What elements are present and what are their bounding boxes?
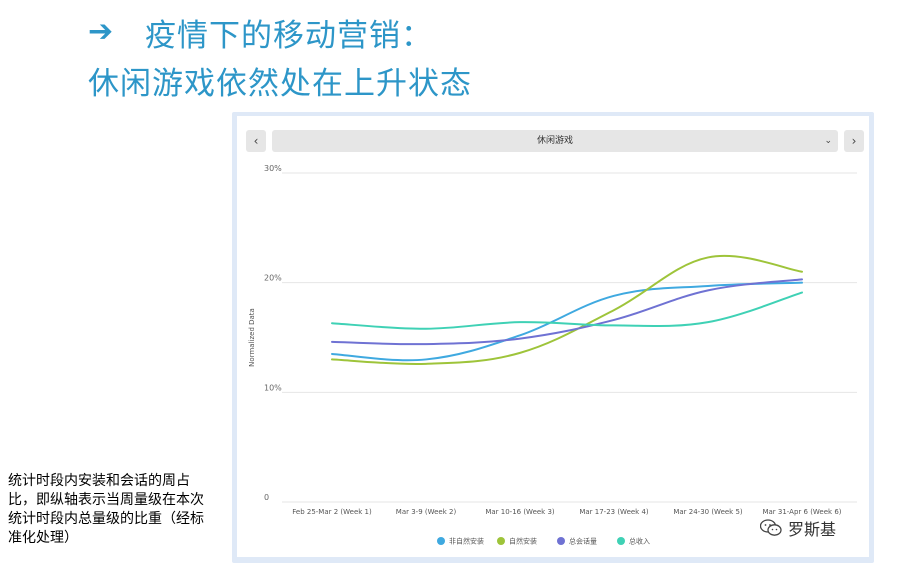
legend-marker	[497, 537, 505, 545]
arrow-icon: ➔	[88, 14, 114, 49]
x-tick-label: Mar 17-23 (Week 4)	[579, 508, 649, 516]
next-button[interactable]: ›	[844, 130, 864, 152]
y-tick-label: 0	[264, 493, 269, 502]
series-line-2	[331, 255, 803, 366]
x-tick-label: Mar 24-30 (Week 5)	[673, 508, 743, 516]
category-dropdown[interactable]: 休闲游戏 ⌄	[272, 130, 838, 152]
wechat-icon	[759, 519, 782, 537]
dropdown-selected-value: 休闲游戏	[536, 136, 573, 146]
chart-panel: ‹ 休闲游戏 ⌄ › 0 10% 20% 30% Normalized Data Feb …	[232, 112, 874, 563]
x-tick-label: Mar 31-Apr 6 (Week 6)	[762, 508, 841, 516]
legend-label: 自然安装	[509, 537, 537, 546]
legend-marker	[557, 537, 565, 545]
previous-button[interactable]: ‹	[246, 130, 266, 152]
slide-title-line-1: 疫情下的移动营销：	[145, 18, 433, 54]
chart-note: 统计时段内安装和会话的周占比，即纵轴表示当周量级在本次统计时段内总量级的比重（经…	[8, 473, 204, 546]
legend-label: 非自然安装	[449, 537, 484, 546]
watermark: 罗斯基	[759, 516, 837, 540]
chevron-down-icon: ⌄	[824, 136, 832, 146]
series-line-4	[331, 291, 803, 330]
series-line-3	[331, 278, 803, 346]
legend-label: 总会话量	[569, 537, 597, 546]
series-line-1	[331, 281, 803, 362]
line-chart: 0 10% 20% 30% Normalized Data Feb 25-Mar 2 (W…	[248, 164, 857, 546]
legend-marker	[437, 537, 445, 545]
x-tick-label: Mar 10-16 (Week 3)	[485, 508, 555, 516]
legend-marker	[617, 537, 625, 545]
x-tick-label: Mar 3-9 (Week 2)	[396, 508, 457, 516]
y-axis-label: Normalized Data	[248, 308, 256, 367]
legend-label: 总收入	[629, 537, 650, 546]
slide-title-line-2: 休闲游戏依然处在上升状态	[88, 66, 472, 102]
x-tick-label: Feb 25-Mar 2 (Week 1)	[292, 508, 372, 516]
y-tick-label: 30%	[264, 164, 282, 173]
chart-card: ‹ 休闲游戏 ⌄ › 0 10% 20% 30% Normalized Data Feb …	[237, 116, 869, 557]
watermark-text: 罗斯基	[788, 520, 837, 539]
y-tick-label: 20%	[264, 274, 282, 283]
y-tick-label: 10%	[264, 383, 282, 392]
